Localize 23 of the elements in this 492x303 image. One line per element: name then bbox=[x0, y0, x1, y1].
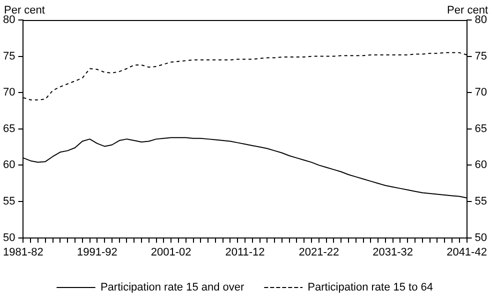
legend-label: Participation rate 15 to 64 bbox=[308, 282, 434, 294]
y2-tick-label: 50 bbox=[474, 232, 488, 244]
y2-tick-label: 75 bbox=[474, 50, 488, 62]
x-tick-label: 2001-02 bbox=[150, 246, 192, 258]
y-tick-label: 65 bbox=[2, 122, 16, 135]
y-tick-label: 60 bbox=[2, 159, 16, 172]
legend-label: Participation rate 15 and over bbox=[100, 282, 245, 294]
y2-tick-label: 60 bbox=[474, 159, 488, 172]
x-tick-label: 2041-42 bbox=[446, 246, 487, 258]
y-tick-label: 75 bbox=[2, 50, 16, 62]
y2-tick-label: 65 bbox=[474, 122, 488, 135]
x-tick-label: 1991-92 bbox=[76, 246, 118, 258]
y-tick-label: 80 bbox=[2, 14, 16, 26]
y-tick-label: 70 bbox=[2, 86, 16, 99]
y2-tick-label: 55 bbox=[474, 196, 488, 208]
x-tick-label: 2011-12 bbox=[225, 246, 265, 258]
x-tick-label: 2021-22 bbox=[298, 246, 340, 258]
x-tick-label: 2031-32 bbox=[372, 246, 414, 258]
x-tick-label: 1981-82 bbox=[3, 246, 44, 258]
y2-tick-label: 70 bbox=[474, 86, 488, 99]
y-tick-label: 55 bbox=[2, 196, 16, 208]
y2-tick-label: 80 bbox=[474, 14, 488, 26]
y-tick-label: 50 bbox=[2, 232, 16, 244]
